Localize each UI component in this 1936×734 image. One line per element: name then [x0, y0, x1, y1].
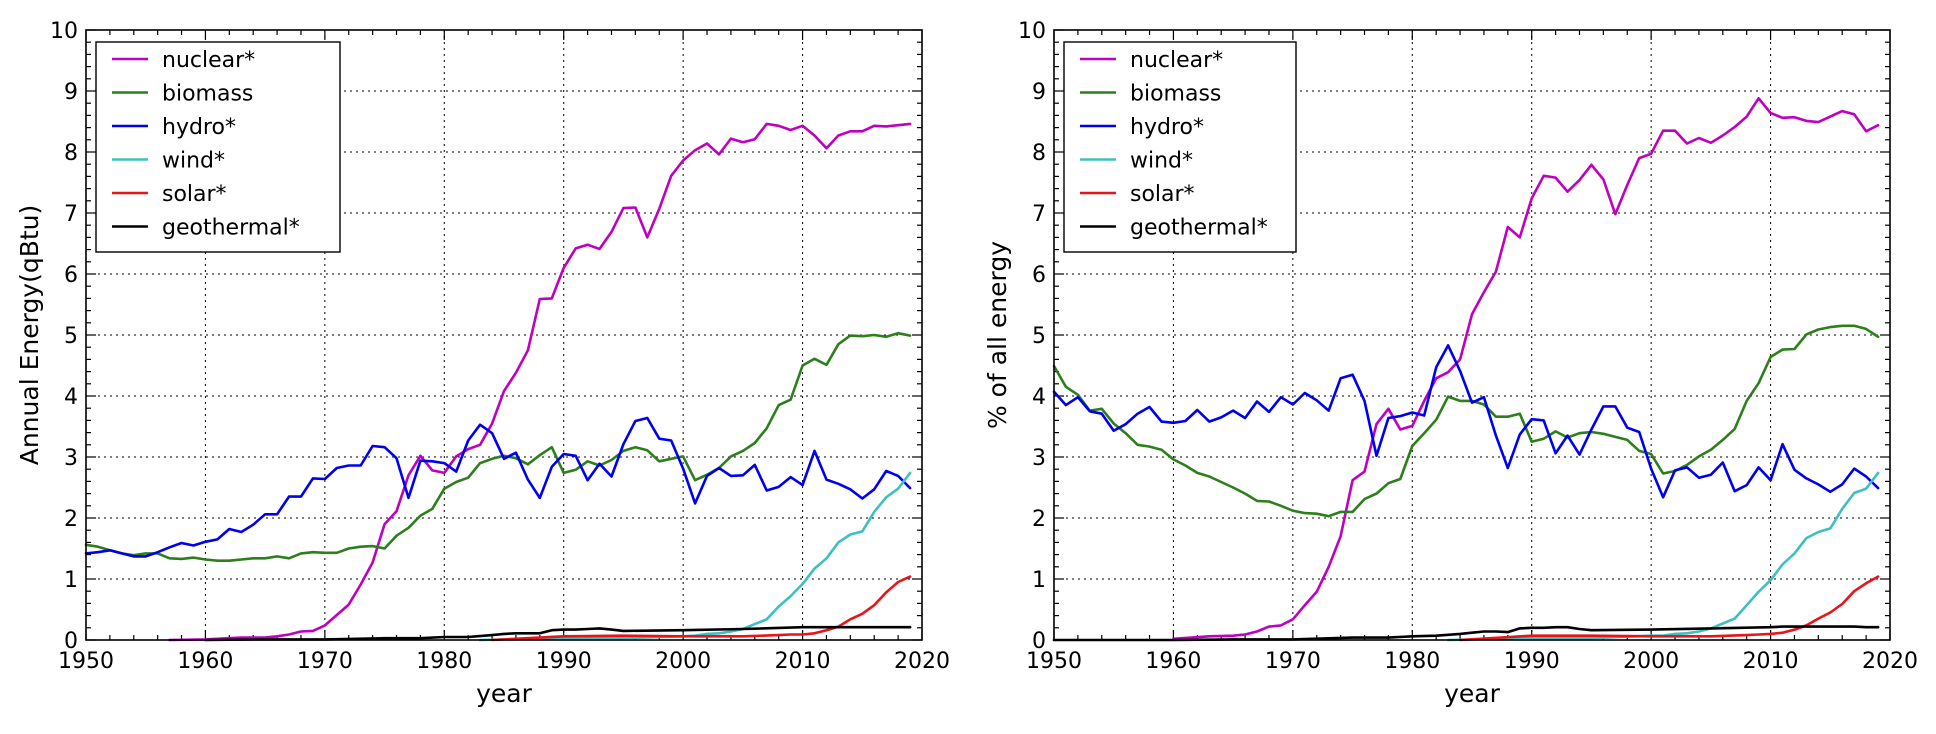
series-line-biomass	[1052, 324, 1880, 518]
series-line-solar	[1458, 575, 1880, 642]
legend-box	[1063, 41, 1297, 253]
series-line-nuclear	[1172, 97, 1880, 641]
legend-item: solar*	[112, 182, 227, 207]
y-tick-label: 0	[1032, 629, 1046, 654]
y-tick-label: 0	[64, 629, 78, 654]
x-tick-label: 2000	[1623, 649, 1679, 674]
series-line-wind	[478, 471, 912, 642]
y-tick-label: 10	[1018, 19, 1046, 44]
series-line-geothermal	[1052, 625, 1880, 642]
legend-label: wind*	[1130, 149, 1193, 174]
legend-label: hydro*	[1130, 115, 1204, 140]
legend-item: nuclear*	[1080, 48, 1223, 73]
y-tick-label: 9	[64, 80, 78, 105]
legend: nuclear* biomass hydro* wind* solar* geotherm…	[1063, 41, 1297, 253]
legend-item: solar*	[1080, 182, 1195, 207]
legend: nuclear* biomass hydro* wind* solar* geotherm…	[95, 41, 341, 253]
legend-item: wind*	[112, 149, 225, 174]
legend-label: nuclear*	[1130, 48, 1223, 73]
legend-label: solar*	[162, 182, 227, 207]
legend-item: wind*	[1080, 149, 1193, 174]
x-tick-label: 1990	[1504, 649, 1560, 674]
y-tick-label: 10	[50, 19, 78, 44]
legend-box	[95, 41, 341, 253]
chart-panel-2: 1950 1960 1970 1980 1990 2000 2010 2020 0 1 2 3 4 5 6 7…	[983, 19, 1918, 708]
y-tick-label: 6	[1032, 263, 1046, 288]
x-tick-label: 2020	[1862, 649, 1918, 674]
x-tick-label: 1980	[1384, 649, 1440, 674]
x-tick-label: 1960	[1145, 649, 1201, 674]
legend-label: geothermal*	[1130, 216, 1268, 241]
y-tick-label: 1	[64, 568, 78, 593]
legend-label: hydro*	[162, 115, 236, 140]
y-tick-label: 6	[64, 263, 78, 288]
plot-frame	[85, 29, 923, 641]
y-tick-label: 4	[64, 385, 78, 410]
legend-item: biomass	[1080, 82, 1221, 107]
x-axis-label: year	[476, 679, 532, 708]
y-tick-label: 5	[1032, 324, 1046, 349]
y-tick-label: 8	[64, 141, 78, 166]
x-tick-label: 1970	[297, 649, 353, 674]
legend-label: biomass	[162, 82, 253, 107]
x-axis-label: year	[1444, 679, 1500, 708]
series-line-geothermal	[204, 625, 912, 642]
x-tick-label: 1980	[416, 649, 472, 674]
series-line-hydro	[84, 416, 912, 558]
y-tick-label: 3	[1032, 446, 1046, 471]
y-tick-label: 2	[64, 507, 78, 532]
legend-label: biomass	[1130, 82, 1221, 107]
series-line-hydro	[1052, 344, 1880, 499]
legend-label: nuclear*	[162, 48, 255, 73]
x-tick-label: 1960	[177, 649, 233, 674]
legend-label: solar*	[1130, 182, 1195, 207]
y-tick-label: 4	[1032, 385, 1046, 410]
legend-label: wind*	[162, 149, 225, 174]
x-tick-label: 1970	[1265, 649, 1321, 674]
y-tick-label: 7	[1032, 202, 1046, 227]
x-tick-label: 1990	[536, 649, 592, 674]
legend-item: hydro*	[112, 115, 236, 140]
y-tick-label: 9	[1032, 80, 1046, 105]
y-tick-label: 5	[64, 324, 78, 349]
x-tick-label: 1950	[1026, 649, 1082, 674]
x-tick-label: 2000	[655, 649, 711, 674]
y-tick-label: 3	[64, 446, 78, 471]
y-tick-label: 2	[1032, 507, 1046, 532]
y-axis-label: % of all energy	[983, 241, 1012, 429]
series-line-nuclear	[168, 122, 912, 642]
legend-item: geothermal*	[112, 216, 300, 241]
legend-item: biomass	[112, 82, 253, 107]
y-tick-label: 7	[64, 202, 78, 227]
legend-item: geothermal*	[1080, 216, 1268, 241]
y-tick-label: 1	[1032, 568, 1046, 593]
series-line-solar	[490, 575, 912, 642]
plot-frame	[1053, 29, 1891, 641]
legend-item: nuclear*	[112, 48, 255, 73]
x-tick-label: 2020	[894, 649, 950, 674]
x-tick-label: 2010	[1743, 649, 1799, 674]
series-line-biomass	[84, 331, 912, 563]
y-axis-label: Annual Energy(qBtu)	[15, 205, 44, 466]
x-tick-label: 1950	[58, 649, 114, 674]
chart-panel-1: 1950 1960 1970 1980 1990 2000 2010 2020 0 1 2 3 4 5 6 7…	[15, 19, 950, 708]
legend-label: geothermal*	[162, 216, 300, 241]
y-tick-label: 8	[1032, 141, 1046, 166]
legend-item: hydro*	[1080, 115, 1204, 140]
x-tick-label: 2010	[775, 649, 831, 674]
